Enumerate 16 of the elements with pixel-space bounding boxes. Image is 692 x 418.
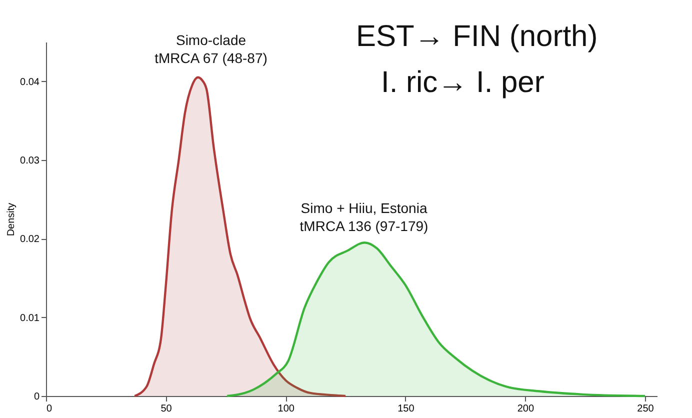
y-tick-label: 0.03 bbox=[20, 156, 40, 166]
annotation: Simo-clade tMRCA 67 (48-87) bbox=[154, 32, 268, 66]
x-tick-label: 50 bbox=[160, 404, 172, 414]
y-axis-title: Density bbox=[6, 202, 18, 236]
annotation: EST→ FIN (north) bbox=[356, 20, 598, 53]
y-tick-label: 0.02 bbox=[20, 234, 40, 246]
annotation: I. ric→ I. per bbox=[381, 66, 544, 99]
annotation: Simo + Hiiu, Estonia tMRCA 136 (97-179) bbox=[300, 200, 428, 234]
x-tick-label: 0 bbox=[46, 404, 52, 414]
x-tick-label: 250 bbox=[637, 404, 654, 414]
y-tick-label: 0.04 bbox=[20, 76, 40, 88]
y-tick-label: 0 bbox=[34, 392, 40, 402]
x-tick-label: 100 bbox=[278, 404, 295, 414]
y-tick-label: 0.01 bbox=[20, 312, 40, 324]
x-tick-label: 150 bbox=[398, 404, 415, 414]
x-tick-label: 200 bbox=[517, 404, 534, 414]
